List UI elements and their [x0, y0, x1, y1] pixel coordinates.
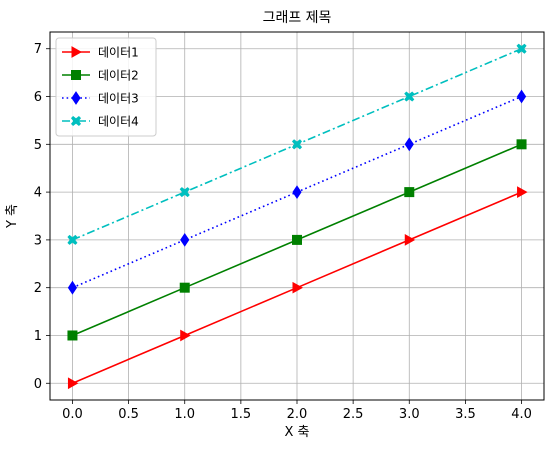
legend-label: 데이터4 [98, 115, 139, 129]
data-point [291, 139, 303, 150]
legend-label: 데이터1 [98, 46, 139, 60]
legend-label: 데이터3 [98, 92, 139, 106]
legend-label: 데이터2 [98, 69, 139, 83]
series-2 [67, 139, 527, 341]
data-point [179, 187, 190, 198]
y-tick-label: 1 [34, 329, 42, 344]
series-4 [67, 43, 527, 245]
y-tick-label: 3 [34, 233, 42, 248]
data-point [292, 281, 304, 294]
data-point [516, 89, 527, 104]
series-3 [67, 89, 527, 295]
data-point [404, 187, 415, 198]
y-tick-label: 5 [34, 138, 42, 153]
legend-item: 데이터1 [62, 46, 139, 60]
series-group [67, 43, 528, 390]
y-tick-label: 7 [34, 42, 42, 57]
chart-title: 그래프 제목 [263, 10, 332, 26]
legend-item: 데이터4 [62, 115, 139, 129]
data-point [404, 234, 416, 246]
data-point [67, 377, 79, 390]
legend-marker [71, 46, 83, 58]
data-point [516, 139, 527, 150]
x-tick-label: 1.5 [231, 407, 252, 422]
y-tick-label: 6 [34, 90, 42, 105]
legend-box [55, 37, 157, 137]
x-tick-label: 3.5 [455, 407, 476, 422]
y-tick-label: 0 [34, 377, 42, 392]
series-1 [67, 186, 528, 390]
x-tick-label: 0.5 [118, 407, 139, 422]
data-point [517, 186, 528, 198]
y-tick-label: 4 [34, 186, 42, 201]
x-tick-label: 2.5 [343, 407, 364, 422]
legend-marker [71, 91, 81, 105]
x-tick-label: 4.0 [511, 407, 532, 422]
y-axis-label: Y 축 [5, 204, 20, 229]
data-point [67, 280, 78, 295]
data-point [179, 282, 190, 293]
data-point [292, 234, 302, 245]
data-point [180, 329, 191, 342]
legend: 데이터1 데이터2 데이터3 데이터4 [55, 37, 157, 137]
x-axis-label: X 축 [285, 425, 310, 440]
data-point [292, 185, 302, 200]
legend-item: 데이터2 [62, 69, 139, 83]
axis-ticks: 0.0 0.5 1.0 1.5 2.0 2.5 3.0 3.5 4.0 0 1 2 3 4 5 6 7 [34, 42, 532, 422]
y-tick-label: 2 [34, 281, 42, 296]
data-point [516, 43, 527, 54]
data-point [67, 234, 78, 245]
data-point [404, 91, 415, 102]
legend-item: 데이터3 [62, 91, 139, 106]
data-point [67, 330, 78, 341]
x-tick-label: 2.0 [287, 407, 308, 422]
legend-marker [70, 115, 82, 127]
data-point [404, 137, 414, 152]
x-tick-label: 3.0 [399, 407, 420, 422]
x-tick-label: 0.0 [62, 407, 83, 422]
x-tick-label: 1.0 [174, 407, 195, 422]
data-point [180, 232, 190, 247]
legend-marker [71, 70, 81, 80]
